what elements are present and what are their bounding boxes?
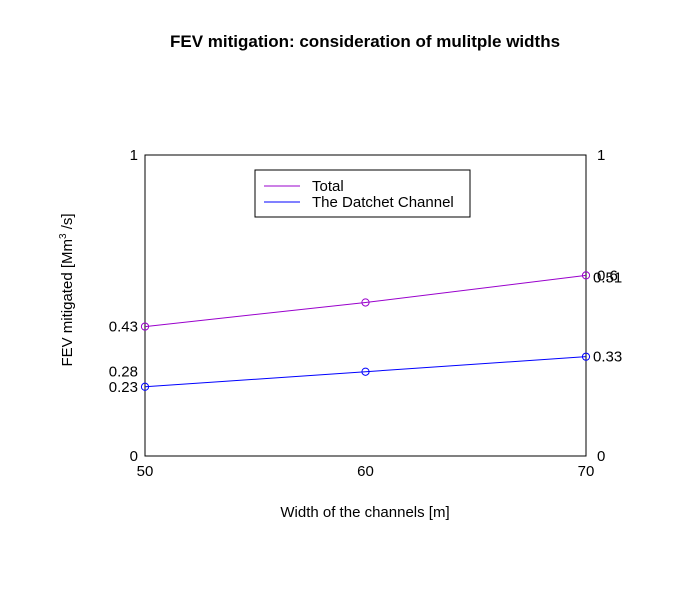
y-right-tick-label: 0.6 — [597, 267, 618, 284]
y-axis-label-tail: /s] — [59, 213, 76, 233]
legend-box — [254, 169, 471, 218]
series-line-1 — [144, 356, 587, 388]
data-point-1-2 — [581, 352, 591, 361]
data-point-1-0 — [140, 382, 150, 391]
legend-label-datchet: The Datchet Channel — [312, 194, 454, 211]
data-point-1-1 — [361, 367, 370, 376]
y-right-tick-label: 0.51 — [593, 269, 622, 286]
data-point-0-0 — [140, 322, 150, 331]
legend: Total The Datchet Channel — [254, 169, 471, 218]
x-tick-label: 50 — [137, 463, 154, 480]
chart-title: FEV mitigation: consideration of mulitpl… — [170, 32, 560, 51]
y-left-tick-label: 0.23 — [109, 379, 138, 396]
y-axis-label-sup: 3 — [58, 233, 69, 239]
x-axis-label: Width of the channels [m] — [280, 504, 449, 521]
y-axis-label-main: FEV mitigated [Mm — [59, 239, 76, 367]
legend-label-total: Total — [312, 178, 344, 195]
series-line-0 — [144, 274, 587, 328]
x-tick-label: 60 — [357, 463, 374, 480]
data-point-0-1 — [361, 298, 370, 307]
data-point-0-2 — [581, 271, 591, 280]
y-axis-label: FEV mitigated [Mm3 /s] — [58, 213, 76, 366]
y-left-tick-label: 0.28 — [109, 364, 138, 381]
plot-area — [144, 154, 587, 457]
y-right-tick-label: 0 — [597, 448, 605, 465]
x-tick-label: 70 — [578, 463, 595, 480]
y-left-tick-label: 0 — [130, 448, 138, 465]
y-left-tick-label: 1 — [130, 147, 138, 164]
y-left-tick-label: 0.43 — [109, 319, 138, 336]
series-layer — [140, 271, 591, 391]
y-right-tick-label: 1 — [597, 147, 605, 164]
y-right-tick-label: 0.33 — [593, 349, 622, 366]
